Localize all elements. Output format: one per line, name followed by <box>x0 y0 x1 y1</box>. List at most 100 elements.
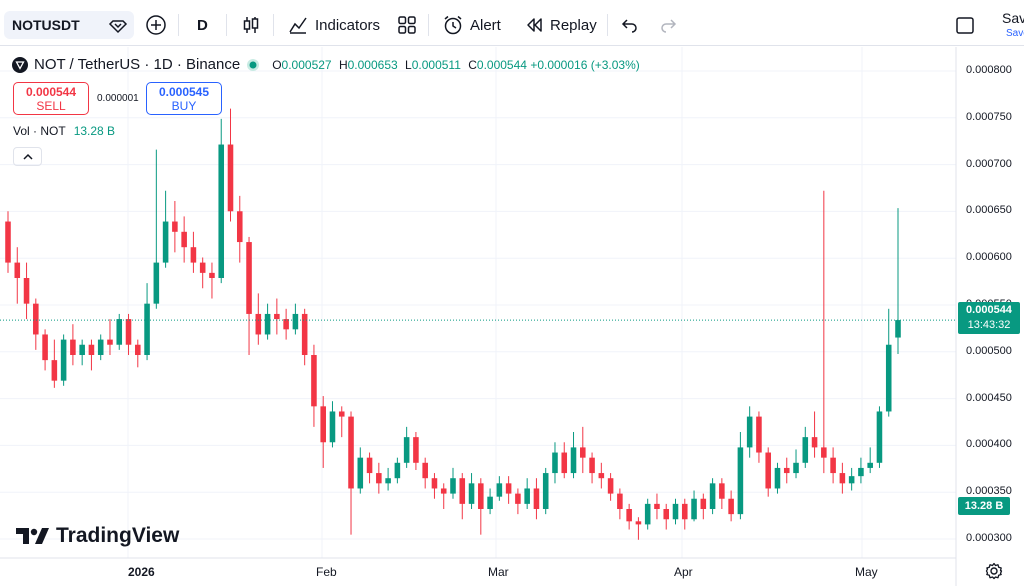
volume-tag: 13.28 B <box>958 497 1010 515</box>
candle-body <box>348 416 354 489</box>
redo-icon <box>661 19 677 33</box>
candle-body <box>858 467 864 477</box>
candle-body <box>385 478 391 484</box>
chart-legend: NOT / TetherUS · 1D · Binance O0.000527 … <box>12 56 640 73</box>
price-tick-label: 0.000700 <box>966 157 1012 170</box>
separator <box>428 14 429 36</box>
candle-body <box>793 462 799 474</box>
candle-body <box>125 319 132 345</box>
candle-body <box>839 473 846 484</box>
candle-body <box>190 247 197 263</box>
indicators-button[interactable]: Indicators <box>287 11 380 39</box>
high-value: 0.000653 <box>347 57 398 72</box>
candle-body <box>478 483 484 509</box>
fullscreen-button[interactable] <box>954 11 976 39</box>
redo-button[interactable] <box>658 11 678 39</box>
candle-body <box>719 483 725 499</box>
close-value: 0.000544 <box>476 57 527 72</box>
symbol-search[interactable]: NOTUSDT <box>4 11 134 39</box>
candle-body <box>14 262 21 278</box>
buy-button[interactable]: 0.000545 BUY <box>146 82 222 115</box>
separator <box>226 14 227 36</box>
price-chart[interactable] <box>0 47 1024 586</box>
compare-button[interactable] <box>145 11 167 39</box>
market-status-icon[interactable] <box>246 58 260 72</box>
candle-body <box>895 320 901 338</box>
price-tick-label: 0.000500 <box>966 344 1012 357</box>
candle-body <box>274 313 280 320</box>
last-price: 0.000544 <box>966 304 1012 316</box>
candle-body <box>227 144 234 212</box>
candle-body <box>728 498 734 515</box>
candle-body <box>876 411 883 463</box>
diamond-icon[interactable] <box>108 15 128 35</box>
candle-body <box>376 473 382 484</box>
candle-body <box>737 447 744 515</box>
candle-body <box>672 503 679 520</box>
plus-circle-icon <box>146 15 166 35</box>
brand-name: TradingView <box>56 524 180 547</box>
candle-body <box>515 493 521 504</box>
interval-label: D <box>197 16 208 34</box>
candle-body <box>144 303 150 355</box>
chart-type-button[interactable] <box>240 11 262 39</box>
interval-button[interactable]: D <box>197 11 208 39</box>
candle-body <box>255 313 262 335</box>
last-price-tag: 0.000544 13:43:32 <box>958 302 1020 334</box>
candle-body <box>663 509 670 520</box>
candle-body <box>199 262 206 273</box>
buy-price: 0.000545 <box>158 85 210 99</box>
candle-body <box>867 462 873 468</box>
candle-body <box>635 521 642 525</box>
candle-body <box>654 503 660 509</box>
candle-body <box>338 411 345 417</box>
candle-body <box>88 344 95 355</box>
layouts-button[interactable] <box>396 11 418 39</box>
candle-body <box>885 344 892 412</box>
candle-body <box>366 457 373 474</box>
candlestick-icon <box>243 17 259 33</box>
candle-body <box>301 313 308 355</box>
candle-body <box>236 211 243 243</box>
undo-button[interactable] <box>620 11 640 39</box>
candle-body <box>440 488 447 494</box>
candle-body <box>42 334 48 361</box>
alarm-clock-icon <box>444 15 462 35</box>
price-tick-label: 0.000300 <box>966 532 1012 544</box>
candle-body <box>783 467 790 474</box>
settings-gear-icon[interactable] <box>985 562 1003 580</box>
candle-body <box>848 476 855 484</box>
sell-button[interactable]: 0.000544 SELL <box>13 82 89 115</box>
low-key: L <box>405 57 412 72</box>
sell-price: 0.000544 <box>25 85 77 99</box>
candle-body <box>505 483 512 494</box>
alert-button[interactable]: Alert <box>442 11 501 39</box>
tradingview-logo[interactable]: TradingView <box>16 524 179 548</box>
candle-body <box>617 493 623 509</box>
candle-body <box>283 319 289 330</box>
candle-body <box>107 339 113 345</box>
candle-body <box>765 452 771 489</box>
separator <box>607 14 608 36</box>
candle-body <box>830 457 836 474</box>
candle-body <box>691 498 697 520</box>
candle-body <box>394 462 401 479</box>
candle-body <box>746 416 753 448</box>
save-button[interactable]: Save <box>1002 10 1024 26</box>
collapse-legend-button[interactable] <box>13 147 42 166</box>
candle-body <box>311 355 317 407</box>
indicators-icon <box>289 17 307 34</box>
candle-body <box>821 447 827 458</box>
time-tick-label: May <box>855 565 878 579</box>
candle-body <box>413 437 419 463</box>
candle-body <box>153 262 160 304</box>
grid-icon <box>398 16 416 34</box>
candle-body <box>774 467 781 489</box>
price-tick-label: 0.000800 <box>966 64 1012 76</box>
candle-body <box>97 339 104 355</box>
candle-body <box>626 509 632 522</box>
tv-logo-icon <box>16 528 49 544</box>
high-key: H <box>338 57 348 72</box>
replay-button[interactable]: Replay <box>524 11 597 39</box>
candle-body <box>116 319 123 345</box>
